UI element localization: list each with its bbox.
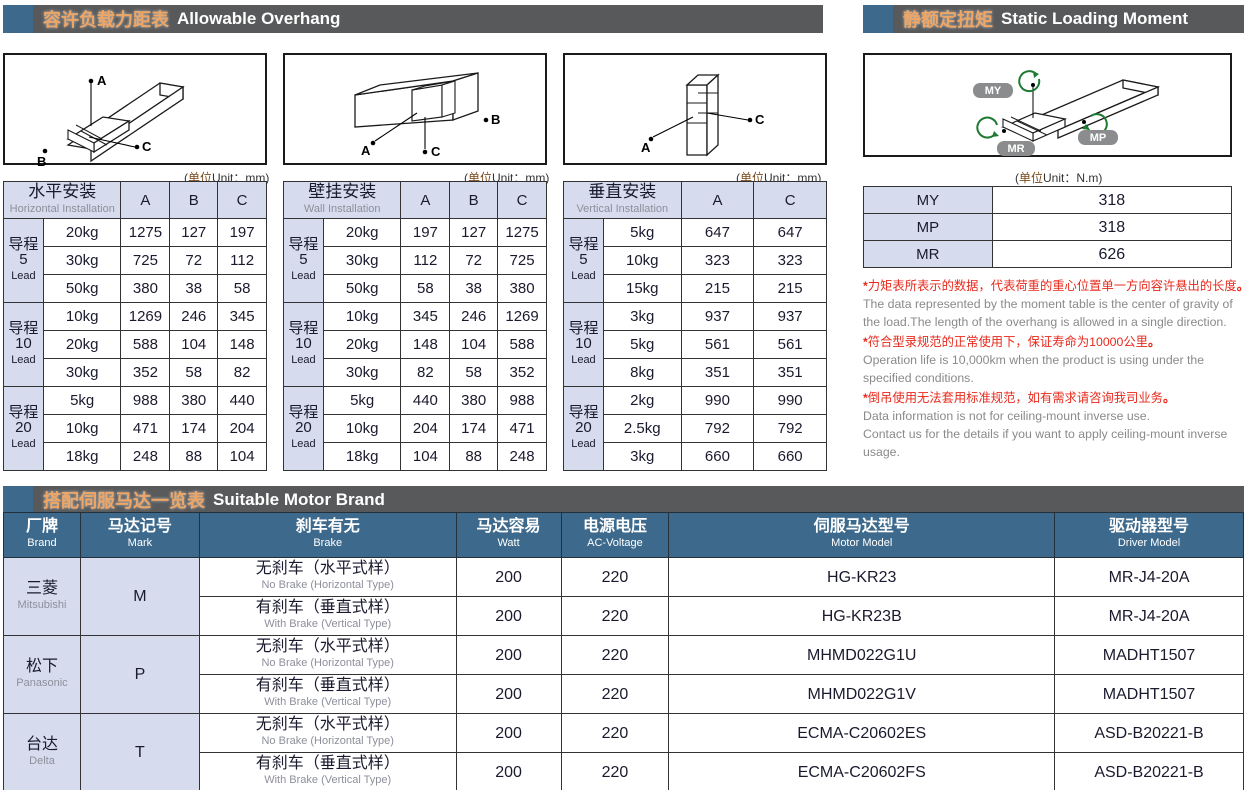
svg-text:A: A	[641, 140, 651, 155]
svg-text:C: C	[755, 112, 765, 127]
svg-text:MP: MP	[1090, 132, 1107, 144]
svg-text:B: B	[491, 112, 500, 127]
svg-text:MY: MY	[985, 85, 1002, 97]
svg-text:B: B	[37, 154, 46, 167]
svg-text:C: C	[431, 144, 441, 159]
svg-text:A: A	[97, 73, 107, 88]
svg-text:C: C	[142, 139, 152, 154]
svg-text:A: A	[361, 143, 371, 158]
svg-text:MR: MR	[1007, 143, 1024, 155]
